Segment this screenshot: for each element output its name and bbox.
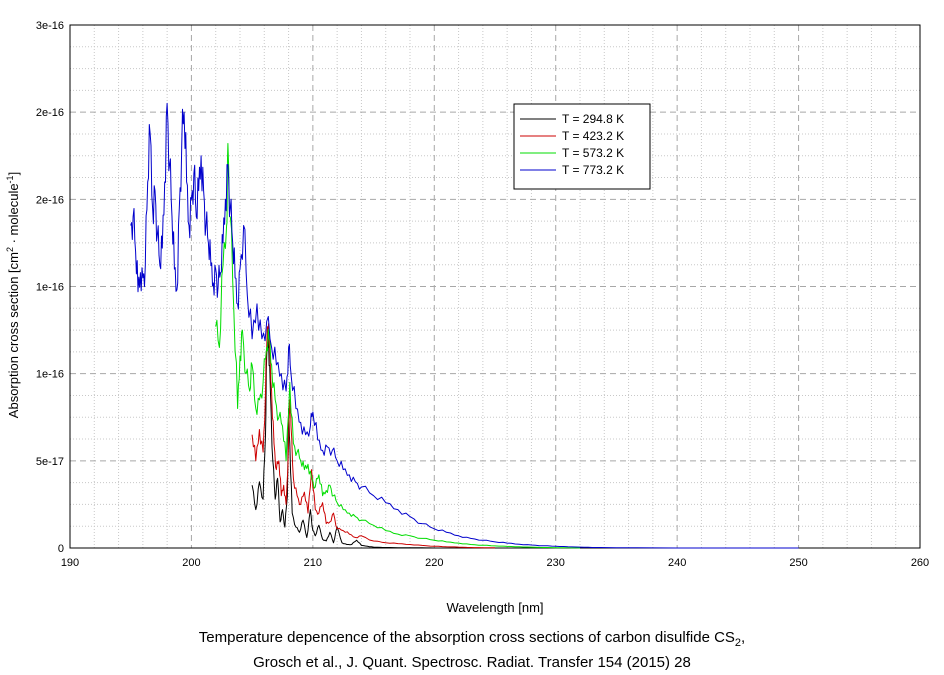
y-tick-label: 3e-16 [36,20,64,32]
y-tick-label: 1e-16 [36,369,64,381]
x-tick-label: 230 [547,557,565,569]
y-tick-label: 1e-16 [36,282,64,294]
axis-ticks: 190 200 210 220 230 240 250 260 0 5e-17 1e-16 1e-16… [36,20,929,569]
figure-caption-line-2: Grosch et al., J. Quant. Spectrosc. Radi… [253,654,691,671]
x-tick-label: 250 [789,557,807,569]
series-line-4 [130,102,799,549]
y-tick-label: 2e-16 [36,194,64,206]
legend-label-2: T = 423.2 K [562,129,624,143]
x-tick-label: 220 [425,557,443,569]
legend-label-4: T = 773.2 K [562,163,624,177]
figure-caption-line-1: Temperature depencence of the absorption… [198,629,746,649]
x-tick-label: 200 [182,557,200,569]
series-line-1 [251,333,459,549]
series-layer [130,102,799,549]
x-tick-label: 240 [668,557,686,569]
legend-label-1: T = 294.8 K [562,112,624,126]
x-tick-label: 210 [304,557,322,569]
y-axis-label: Absorption cross section [cm2 · molecule… [5,172,21,418]
legend-box [513,103,651,190]
x-tick-label: 260 [911,557,929,569]
x-axis-label: Wavelength [nm] [446,600,543,615]
y-tick-label: 0 [58,543,64,555]
legend-label-3: T = 573.2 K [562,146,624,160]
x-tick-label: 190 [61,557,79,569]
legend: T = 294.8 K T = 423.2 K T = 573.2 K T = 773… [513,103,651,190]
series-line-3 [215,143,581,549]
series-line-2 [251,323,495,549]
grid [69,24,921,549]
y-tick-label: 2e-16 [36,107,64,119]
y-tick-label: 5e-17 [36,456,64,468]
